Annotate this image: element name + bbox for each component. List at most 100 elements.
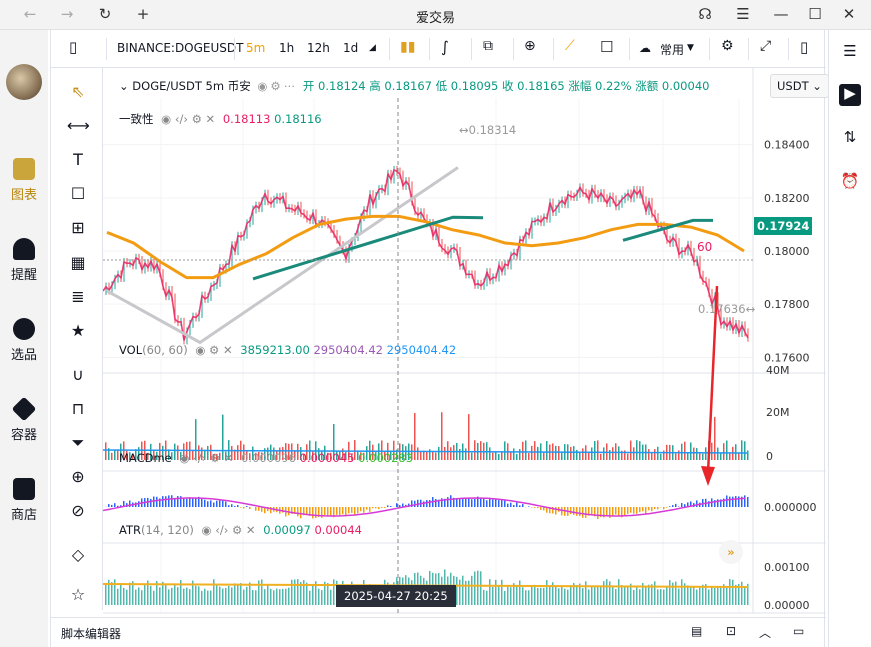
- eye-icon[interactable]: ◉: [257, 79, 268, 93]
- macd-bar: [204, 499, 206, 507]
- measure-icon[interactable]: ⊞: [71, 218, 85, 237]
- rectangle-icon[interactable]: ☐: [600, 38, 614, 56]
- atr-bar: [510, 587, 512, 605]
- volume-bar: [594, 440, 596, 460]
- atr-bar: [180, 580, 182, 605]
- volume-bar: [480, 441, 482, 460]
- compare-icon[interactable]: ⧉: [483, 38, 493, 54]
- hide-icon[interactable]: ⊘: [71, 501, 85, 520]
- macd-bar: [459, 498, 461, 507]
- fib-icon[interactable]: ≣: [71, 287, 85, 306]
- interval-1d[interactable]: 1d: [343, 41, 359, 55]
- alarm-icon[interactable]: ⏰: [840, 172, 860, 190]
- trend-line-icon[interactable]: ⟷: [67, 116, 90, 135]
- scroll-to-latest-button[interactable]: »: [719, 540, 743, 564]
- macd-bar: [522, 504, 524, 507]
- macd-bar: [261, 507, 263, 512]
- menu-icon[interactable]: ☰: [736, 5, 750, 23]
- panel-toggle-icon[interactable]: ▯: [69, 38, 78, 56]
- settings-small-icon[interactable]: ⚙: [270, 79, 281, 93]
- close-icon[interactable]: ✕: [842, 5, 856, 23]
- macd-bar: [669, 506, 671, 507]
- interval-5m[interactable]: 5m: [246, 41, 266, 55]
- sidebar-item-container[interactable]: 容器: [0, 396, 48, 443]
- indicator-icon[interactable]: ∫: [441, 38, 449, 56]
- currency-select[interactable]: USDT ⌄: [770, 74, 829, 98]
- indicator-controls-icon[interactable]: ◉ ⚙ ✕: [195, 343, 233, 357]
- sidebar-item-chart[interactable]: 图表: [0, 158, 48, 203]
- new-tab-icon[interactable]: +: [136, 5, 150, 23]
- volume-bar: [225, 451, 227, 460]
- volume-bar: [471, 452, 473, 460]
- chart-icon: [13, 158, 35, 180]
- text-icon[interactable]: T: [73, 150, 83, 169]
- sidebar-item-screener[interactable]: 选品: [0, 318, 48, 363]
- atr-bar: [156, 581, 158, 605]
- maximize-icon[interactable]: ☐: [808, 5, 822, 23]
- atr-bar: [489, 579, 491, 605]
- minimize-icon[interactable]: —: [773, 5, 789, 23]
- shape-icon[interactable]: ☐: [70, 184, 86, 203]
- favorite-icon[interactable]: ★: [70, 321, 86, 340]
- chart-canvas[interactable]: 0.184000.182000.180000.178000.1760012:00…: [103, 68, 826, 614]
- avatar[interactable]: [6, 64, 42, 100]
- flag-icon[interactable]: ▶: [839, 84, 861, 106]
- volume-bar: [207, 446, 209, 460]
- atr-bar: [540, 587, 542, 605]
- script-editor-tab[interactable]: 脚本编辑器: [61, 627, 122, 641]
- cloud-icon[interactable]: ☁: [639, 41, 651, 55]
- macd-bar: [321, 507, 323, 518]
- magnet-icon[interactable]: ∪: [72, 365, 84, 384]
- drawing-icon[interactable]: ⟋: [565, 38, 575, 54]
- chevron-down-icon[interactable]: ▼: [687, 43, 694, 53]
- chevron-up-icon[interactable]: ︿: [759, 626, 772, 640]
- symbol-search[interactable]: BINANCE:DOGEUSDT: [117, 41, 244, 55]
- macd-bar: [663, 507, 665, 510]
- macd-bar: [381, 507, 383, 508]
- swap-icon[interactable]: ⇅: [843, 128, 857, 146]
- interval-12h[interactable]: 12h: [307, 41, 330, 55]
- cursor-icon[interactable]: ⇖: [71, 82, 85, 101]
- fullscreen-icon[interactable]: ⤢: [760, 38, 772, 54]
- macd-bar: [609, 507, 611, 518]
- candles-icon[interactable]: ▮▮: [400, 39, 416, 55]
- headset-icon[interactable]: ☊: [698, 5, 712, 23]
- forward-icon[interactable]: →: [60, 5, 74, 23]
- indicator-controls-icon[interactable]: ◉ ‹/› ⚙ ✕: [179, 451, 234, 465]
- more-icon[interactable]: ⋯: [283, 79, 296, 93]
- interval-dropdown-icon[interactable]: ◢: [369, 43, 376, 53]
- app-sidebar: 图表 提醒 选品 容器 商店: [0, 30, 48, 647]
- sidebar-item-store[interactable]: 商店: [0, 478, 48, 523]
- panel-icon[interactable]: ▤: [691, 624, 703, 638]
- sidebar-item-alerts[interactable]: 提醒: [0, 238, 48, 283]
- price-tick-label: 0.18200: [764, 192, 810, 205]
- layout-dropdown[interactable]: 常用: [660, 43, 685, 57]
- filter-icon[interactable]: ⏷: [71, 433, 85, 452]
- legend-change-pct-label: 涨幅: [568, 79, 592, 93]
- alert-add-icon[interactable]: ⊕: [524, 38, 536, 54]
- legend-collapse-icon[interactable]: ⌄: [119, 79, 129, 93]
- interval-1h[interactable]: 1h: [279, 41, 295, 55]
- volume-bar: [525, 440, 527, 460]
- annotation-arrow: [706, 285, 719, 474]
- target-icon[interactable]: ⊕: [71, 467, 85, 486]
- volume-bar: [324, 445, 326, 460]
- indicator-controls-icon[interactable]: ◉ ‹/› ⚙ ✕: [201, 523, 256, 537]
- macd-bar: [615, 507, 617, 515]
- restore-icon[interactable]: ▭: [793, 624, 805, 638]
- refresh-icon[interactable]: ↻: [98, 5, 112, 23]
- macd-bar: [690, 501, 692, 507]
- lock-icon[interactable]: ⊓: [71, 399, 85, 418]
- indicator-controls-icon[interactable]: ◉ ‹/› ⚙ ✕: [161, 112, 216, 126]
- back-icon[interactable]: ←: [23, 5, 37, 23]
- list-icon[interactable]: ☰: [843, 42, 857, 60]
- atr-bar: [129, 582, 131, 605]
- atr-bar: [561, 587, 563, 605]
- atr-bar: [255, 590, 257, 605]
- eraser-icon[interactable]: ◇: [71, 545, 85, 564]
- grid-icon[interactable]: ▦: [70, 253, 86, 272]
- right-panel-icon[interactable]: ▯: [800, 38, 809, 56]
- export-icon[interactable]: ⊡: [726, 624, 737, 638]
- watchlist-star-icon[interactable]: ☆: [70, 585, 86, 604]
- settings-icon[interactable]: ⚙: [721, 38, 734, 54]
